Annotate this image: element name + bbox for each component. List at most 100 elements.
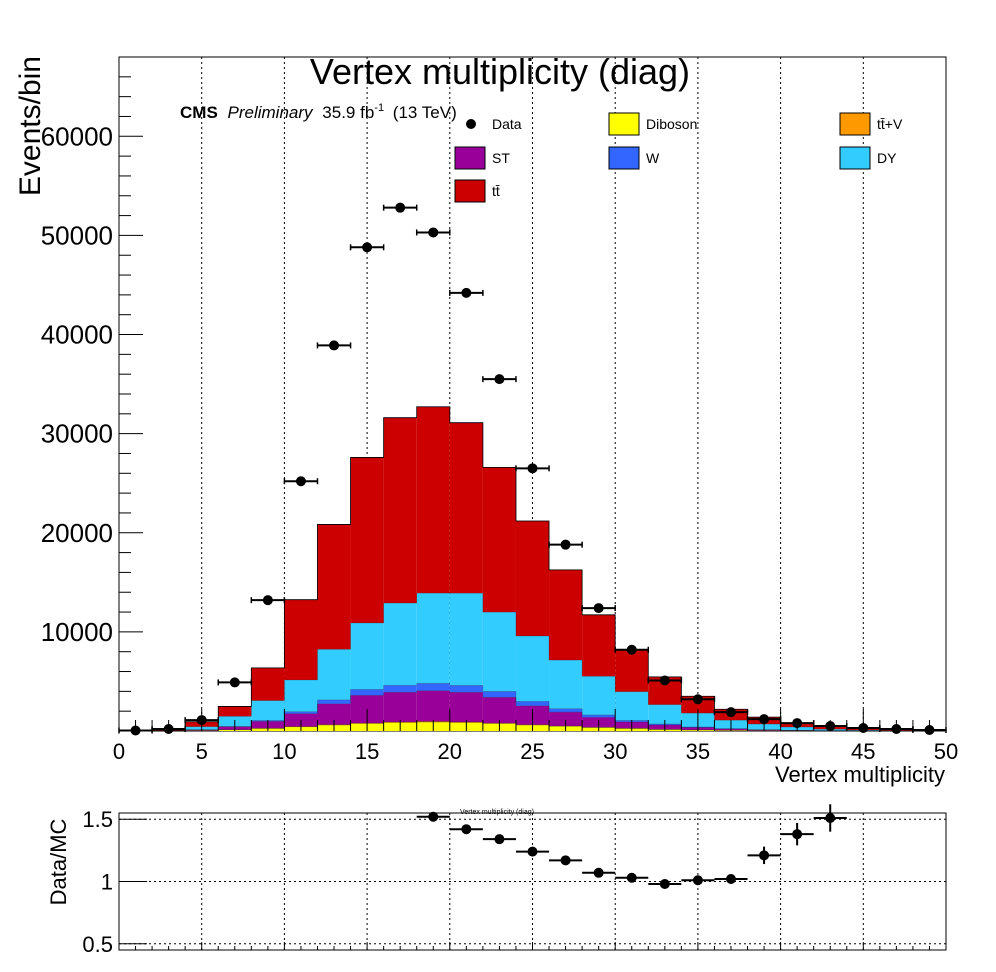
x-tick-label: 10 bbox=[272, 739, 296, 764]
ratio-gridlines bbox=[119, 813, 946, 950]
bar bbox=[317, 703, 351, 725]
bar bbox=[218, 706, 252, 717]
x-tick-label: 20 bbox=[438, 739, 462, 764]
legend-label: W bbox=[646, 150, 660, 166]
bar bbox=[515, 521, 550, 636]
data-point bbox=[283, 476, 319, 487]
bar bbox=[582, 614, 616, 677]
bar bbox=[383, 417, 417, 604]
legend-swatch bbox=[839, 112, 871, 136]
legend-swatch bbox=[608, 146, 640, 170]
series-2 bbox=[185, 690, 913, 731]
ratio-title: Vertex multiplicity (diag) bbox=[460, 809, 534, 816]
bar bbox=[482, 691, 516, 698]
bar bbox=[549, 660, 583, 709]
data-point bbox=[680, 694, 716, 705]
ratio-point bbox=[449, 824, 483, 835]
bar bbox=[284, 711, 318, 714]
y-tick-label: 60000 bbox=[41, 121, 113, 151]
y-tick-label: 20000 bbox=[41, 518, 113, 548]
x-tick-label: 50 bbox=[934, 739, 958, 764]
bar bbox=[515, 701, 550, 706]
data-point bbox=[415, 227, 451, 238]
ratio-point bbox=[615, 872, 649, 883]
legend-item: W bbox=[608, 146, 660, 170]
bar bbox=[416, 683, 450, 691]
x-tick-label: 45 bbox=[851, 739, 875, 764]
bar bbox=[549, 569, 583, 661]
bar bbox=[251, 700, 285, 721]
legend-item: tt̄+V bbox=[839, 112, 903, 136]
x-tick-label: 0 bbox=[113, 739, 125, 764]
bar bbox=[317, 699, 351, 704]
ratio-point bbox=[813, 804, 847, 832]
ratio-point bbox=[714, 874, 748, 885]
x-tick-label: 25 bbox=[520, 739, 544, 764]
ratio-y-tick-label: 0.5 bbox=[82, 932, 113, 957]
bar bbox=[449, 593, 483, 686]
data-point bbox=[548, 539, 583, 550]
legend-swatch bbox=[454, 179, 486, 203]
ratio-points bbox=[416, 804, 847, 889]
bar bbox=[350, 622, 384, 690]
bar bbox=[383, 685, 417, 693]
lumi-exponent: -1 bbox=[374, 102, 384, 114]
bar bbox=[582, 714, 616, 718]
x-tick-label: 5 bbox=[196, 739, 208, 764]
ratio-point bbox=[515, 846, 550, 857]
data-point bbox=[581, 603, 616, 614]
legend: Data Diboson tt̄+V ST W DY tt̄ bbox=[454, 112, 903, 203]
ratio-point bbox=[416, 811, 450, 822]
bar bbox=[582, 676, 616, 715]
legend-item: Diboson bbox=[608, 112, 697, 136]
bar bbox=[284, 679, 318, 712]
ratio-point bbox=[549, 855, 583, 866]
ratio-point bbox=[747, 846, 781, 865]
legend-item: DY bbox=[839, 146, 897, 170]
bar bbox=[549, 712, 583, 726]
ratio-axes: 0.5 1 1.5 bbox=[82, 807, 947, 957]
y-tick-label: 10000 bbox=[41, 617, 113, 647]
bar bbox=[648, 704, 682, 724]
bar bbox=[449, 692, 483, 723]
legend-swatch bbox=[454, 146, 486, 170]
legend-label: Data bbox=[492, 116, 522, 132]
data-point bbox=[449, 287, 484, 298]
ratio-plot: 0.5 1 1.5 Vertex multiplicity (diag) Data/… bbox=[46, 804, 947, 957]
chart-title: Vertex multiplicity (diag) bbox=[310, 51, 690, 92]
data-point bbox=[713, 707, 749, 718]
data-point bbox=[647, 675, 683, 686]
ratio-point bbox=[780, 822, 814, 846]
bar bbox=[549, 708, 583, 713]
main-plot: 0 5 10 15 20 25 30 35 40 45 50 10000 20000 30000 40000… bbox=[14, 51, 958, 787]
bar bbox=[615, 650, 649, 692]
cms-label: CMS Preliminary 35.9 fb-1 (13 TeV) bbox=[180, 102, 457, 122]
ratio-y-tick-label: 1 bbox=[101, 870, 113, 895]
bar bbox=[284, 599, 318, 680]
legend-marker bbox=[466, 119, 476, 129]
legend-swatch bbox=[608, 112, 640, 136]
bar bbox=[416, 593, 450, 684]
bar bbox=[482, 697, 516, 724]
bar bbox=[615, 691, 649, 721]
lumi-text: 35.9 fb bbox=[322, 103, 374, 122]
bar bbox=[350, 689, 384, 696]
bar bbox=[317, 524, 351, 650]
x-tick-label: 15 bbox=[355, 739, 379, 764]
x-tick-label: 35 bbox=[686, 739, 710, 764]
ratio-y-axis-label: Data/MC bbox=[46, 818, 71, 905]
legend-item: ST bbox=[454, 146, 510, 170]
legend-label: Diboson bbox=[646, 116, 697, 132]
data-point bbox=[217, 677, 253, 688]
legend-label: DY bbox=[877, 150, 897, 166]
bar bbox=[350, 457, 384, 623]
legend-label: tt̄ bbox=[492, 183, 500, 199]
bar bbox=[317, 649, 351, 700]
y-axis-label: Events/bin bbox=[14, 56, 47, 196]
ratio-y-tick-label: 1.5 bbox=[82, 807, 113, 832]
ratio-point bbox=[681, 875, 715, 886]
data-point bbox=[482, 374, 517, 385]
y-tick-label: 50000 bbox=[41, 220, 113, 250]
x-tick-label: 40 bbox=[768, 739, 792, 764]
bar bbox=[416, 406, 450, 594]
